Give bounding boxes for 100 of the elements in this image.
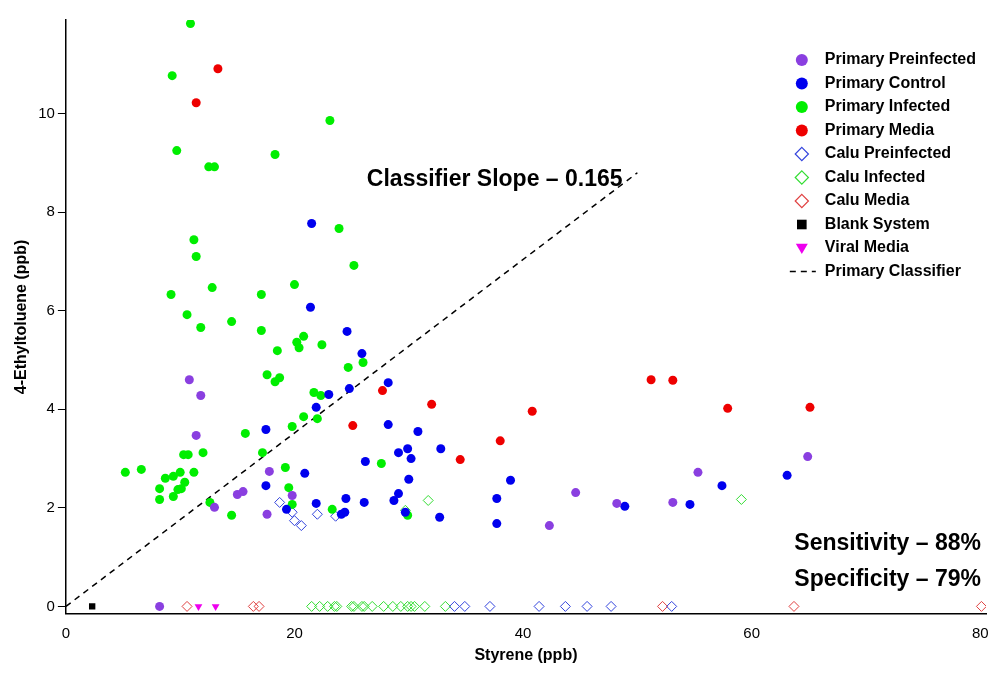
point xyxy=(160,473,170,483)
point xyxy=(294,343,304,353)
point xyxy=(300,468,310,478)
point xyxy=(262,509,272,519)
point xyxy=(311,402,321,412)
legend-label: Calu Media xyxy=(824,191,910,209)
point xyxy=(299,331,309,341)
point xyxy=(256,289,266,299)
point xyxy=(280,462,290,472)
point xyxy=(492,493,502,503)
point xyxy=(238,487,248,497)
point xyxy=(327,504,337,514)
point xyxy=(256,325,266,335)
point xyxy=(668,497,678,507)
point xyxy=(167,71,177,81)
point xyxy=(376,459,386,468)
point xyxy=(261,481,271,491)
x-tick-label: 0 xyxy=(61,623,71,641)
point xyxy=(189,467,199,477)
point xyxy=(311,508,323,520)
point xyxy=(975,600,986,612)
point xyxy=(288,515,300,527)
point xyxy=(155,484,165,494)
point xyxy=(341,493,351,503)
point xyxy=(120,467,130,477)
point xyxy=(324,390,334,400)
legend-label: Primary Control xyxy=(824,73,946,91)
point xyxy=(196,323,206,332)
point xyxy=(403,444,413,454)
point xyxy=(581,600,593,612)
point xyxy=(571,488,581,498)
point xyxy=(723,403,733,413)
point xyxy=(316,391,326,400)
point xyxy=(358,357,368,367)
point xyxy=(404,474,414,484)
legend-label: Primary Infected xyxy=(824,97,951,115)
point xyxy=(166,289,176,299)
point xyxy=(247,600,259,612)
point xyxy=(270,150,280,160)
x-axis-title: Styrene (ppb) xyxy=(474,645,578,663)
point xyxy=(422,494,434,506)
point xyxy=(189,235,199,245)
x-tick-label: 20 xyxy=(286,623,303,641)
point xyxy=(342,326,352,336)
point xyxy=(459,600,471,612)
legend-label: Calu Infected xyxy=(824,167,926,185)
annotation: Classifier Slope – 0.165 xyxy=(366,165,623,192)
point xyxy=(322,600,334,612)
legend-label: Calu Preinfected xyxy=(824,144,952,162)
point xyxy=(394,448,403,458)
point xyxy=(427,399,437,409)
point xyxy=(191,430,201,440)
point xyxy=(409,600,420,612)
point xyxy=(735,493,747,505)
point xyxy=(88,603,96,610)
point xyxy=(262,370,272,380)
point xyxy=(348,421,358,431)
point xyxy=(287,422,297,432)
point xyxy=(191,98,201,108)
x-tick-label: 60 xyxy=(743,623,761,641)
point xyxy=(646,375,656,385)
point xyxy=(257,448,267,458)
point xyxy=(455,455,465,465)
point xyxy=(312,414,322,424)
point xyxy=(394,489,403,499)
x-tick-label: 40 xyxy=(514,623,532,641)
point xyxy=(559,600,571,612)
point xyxy=(227,510,237,520)
point xyxy=(657,600,669,612)
point xyxy=(196,391,206,400)
point xyxy=(209,502,219,512)
point xyxy=(693,467,703,477)
point xyxy=(383,420,393,430)
point xyxy=(155,601,165,611)
point xyxy=(261,425,271,434)
point xyxy=(184,375,194,385)
point xyxy=(349,260,359,270)
point xyxy=(317,340,327,350)
point xyxy=(155,494,165,504)
point xyxy=(314,600,326,612)
point xyxy=(191,252,201,262)
point xyxy=(274,496,286,508)
point xyxy=(805,402,815,412)
point xyxy=(527,406,537,416)
point xyxy=(307,219,317,229)
point xyxy=(717,481,727,491)
point xyxy=(253,600,265,612)
legend-label: Blank System xyxy=(824,214,930,232)
point xyxy=(383,378,393,388)
point xyxy=(435,512,445,522)
point xyxy=(344,384,354,394)
point xyxy=(359,497,369,507)
y-tick-label: 4 xyxy=(46,399,55,417)
point xyxy=(605,600,617,612)
point xyxy=(439,600,451,612)
point xyxy=(311,498,321,508)
point xyxy=(544,521,554,531)
legend-label: Viral Media xyxy=(824,238,910,256)
point xyxy=(272,346,282,356)
y-axis-title: 4-Ethyltoluene (ppb) xyxy=(12,239,30,395)
